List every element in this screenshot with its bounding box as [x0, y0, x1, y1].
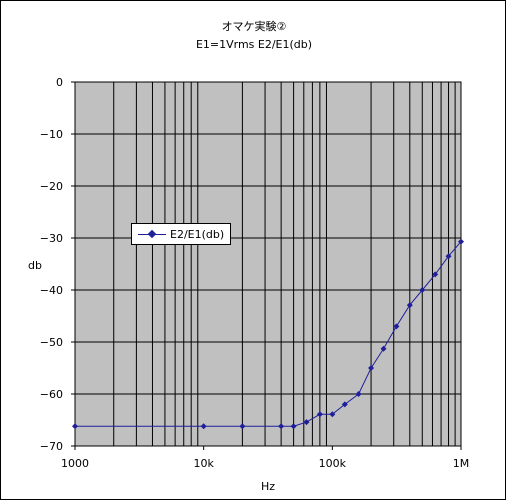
legend: E2/E1(db) [131, 223, 231, 245]
data-point [316, 411, 323, 418]
data-point [341, 401, 348, 408]
data-point [445, 253, 452, 260]
data-point [200, 423, 207, 430]
data-point [368, 365, 375, 371]
x-axis-label: Hz [261, 480, 275, 493]
y-tick-label: −10 [40, 128, 63, 141]
plot-area: 0 −10 −20 −30 −40 −50 −60 −70 1000 10k 100k 1M [40, 76, 469, 470]
y-tick-label: −50 [40, 336, 63, 349]
y-tick-label: −20 [40, 180, 63, 193]
y-tick-label: 0 [56, 76, 63, 89]
chart-title: オマケ実験② [222, 19, 287, 33]
data-point [329, 411, 336, 418]
data-point [406, 302, 413, 309]
y-tick-label: −70 [40, 440, 63, 453]
x-tick-label: 100k [319, 457, 347, 470]
x-tick-label: 1M [453, 457, 470, 470]
y-tick-label: −60 [40, 388, 63, 401]
data-point [72, 423, 78, 430]
x-tick-label: 1000 [61, 457, 89, 470]
legend-label: E2/E1(db) [170, 228, 225, 241]
data-point [393, 323, 400, 330]
plot-border [74, 81, 462, 447]
chart-subtitle: E1=1Vrms E2/E1(db) [196, 38, 312, 51]
y-axis-label: db [28, 259, 42, 272]
series-line [75, 241, 462, 427]
y-tick-label: −30 [40, 232, 63, 245]
data-point [380, 345, 387, 352]
data-point [458, 238, 464, 245]
plot-background [75, 82, 461, 446]
data-point [290, 423, 297, 430]
y-tick-label: −40 [40, 284, 63, 297]
data-point [278, 423, 285, 430]
x-tick-label: 10k [193, 457, 214, 470]
data-point [303, 419, 310, 426]
data-point [432, 271, 439, 278]
legend-marker-swatch [147, 229, 157, 239]
data-point [355, 391, 362, 397]
data-point [239, 423, 246, 430]
data-point [419, 287, 426, 293]
